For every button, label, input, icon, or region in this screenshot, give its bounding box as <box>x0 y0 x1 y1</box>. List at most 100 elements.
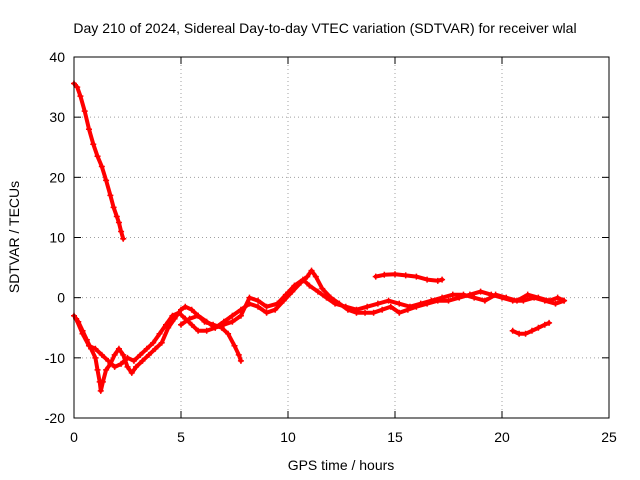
data-point <box>203 318 210 325</box>
data-point <box>235 351 242 358</box>
data-point <box>306 282 313 289</box>
data-point <box>299 276 306 283</box>
data-point <box>81 108 88 115</box>
data-point <box>85 342 92 349</box>
data-point <box>90 141 97 148</box>
data-point <box>263 303 270 310</box>
data-point <box>115 219 122 226</box>
data-point <box>546 319 553 326</box>
data-point <box>374 300 381 307</box>
data-point <box>195 327 202 334</box>
data-point <box>524 291 531 298</box>
data-point <box>156 330 163 337</box>
data-point <box>332 300 339 307</box>
data-point <box>364 303 371 310</box>
data-point <box>103 366 110 373</box>
data-point <box>481 297 488 304</box>
data-point <box>169 312 176 319</box>
data-point <box>417 300 424 307</box>
data-point <box>92 354 99 361</box>
data-point <box>103 177 110 184</box>
series-low-cluster-c <box>178 276 568 331</box>
data-point <box>124 354 131 361</box>
data-point <box>509 327 516 334</box>
data-point <box>94 153 101 160</box>
data-point <box>231 342 238 349</box>
data-point <box>535 324 542 331</box>
data-point <box>460 291 467 298</box>
x-tick-label: 0 <box>70 429 78 445</box>
data-point <box>130 357 137 364</box>
data-point <box>133 363 140 370</box>
x-tick-label: 20 <box>494 429 510 445</box>
y-tick-label: 0 <box>57 290 65 306</box>
data-point <box>107 192 114 199</box>
data-point <box>111 363 118 370</box>
data-point <box>439 294 446 301</box>
data-point <box>77 93 84 100</box>
data-point <box>98 163 105 170</box>
data-point <box>143 345 150 352</box>
data-point <box>449 291 456 298</box>
data-point <box>428 297 435 304</box>
data-point <box>111 351 118 358</box>
data-point <box>74 84 81 91</box>
data-point <box>381 271 388 278</box>
data-point <box>392 271 398 278</box>
data-point <box>97 387 104 394</box>
data-point <box>477 288 484 295</box>
data-point <box>323 294 330 301</box>
data-point <box>312 273 319 280</box>
data-point <box>188 306 195 313</box>
x-axis-label: GPS time / hours <box>288 457 395 473</box>
data-point <box>546 297 553 304</box>
data-point <box>115 345 122 352</box>
data-point <box>255 297 262 304</box>
data-point <box>554 294 561 301</box>
data-point <box>362 309 369 316</box>
data-point <box>203 327 210 334</box>
data-point <box>128 369 135 376</box>
data-point <box>246 294 253 301</box>
data-point <box>342 303 349 310</box>
y-tick-label: 40 <box>49 49 65 65</box>
data-point <box>263 309 270 316</box>
data-point <box>120 351 127 358</box>
data-point <box>379 306 386 313</box>
data-point <box>413 273 420 280</box>
data-point <box>118 360 125 367</box>
y-tick-label: 30 <box>49 109 65 125</box>
data-point <box>272 306 279 313</box>
data-point <box>370 309 377 316</box>
data-point <box>124 363 131 370</box>
y-tick-label: 20 <box>49 169 65 185</box>
data-point <box>387 303 394 310</box>
x-tick-label: 25 <box>601 429 617 445</box>
data-point <box>237 357 244 364</box>
data-point <box>212 324 219 331</box>
data-point <box>182 303 189 310</box>
x-tick-label: 15 <box>387 429 403 445</box>
chart-title: Day 210 of 2024, Sidereal Day-to-day VTE… <box>73 20 576 36</box>
data-point <box>178 306 184 313</box>
data-point <box>528 327 535 334</box>
grid <box>74 57 609 418</box>
data-point <box>314 288 321 295</box>
data-point <box>282 291 289 298</box>
x-tick-label: 5 <box>177 429 185 445</box>
data-points <box>71 80 568 394</box>
data-point <box>225 330 232 337</box>
data-point <box>319 285 326 292</box>
data-point <box>439 276 446 283</box>
data-point <box>163 321 170 328</box>
data-point <box>152 345 159 352</box>
data-point <box>118 228 125 235</box>
y-tick-label: -10 <box>45 350 65 366</box>
data-point <box>541 321 548 328</box>
data-point <box>229 312 236 319</box>
data-point <box>255 303 262 310</box>
data-point <box>79 330 86 337</box>
data-point <box>158 339 165 346</box>
data-point <box>274 300 281 307</box>
data-point <box>99 378 106 385</box>
